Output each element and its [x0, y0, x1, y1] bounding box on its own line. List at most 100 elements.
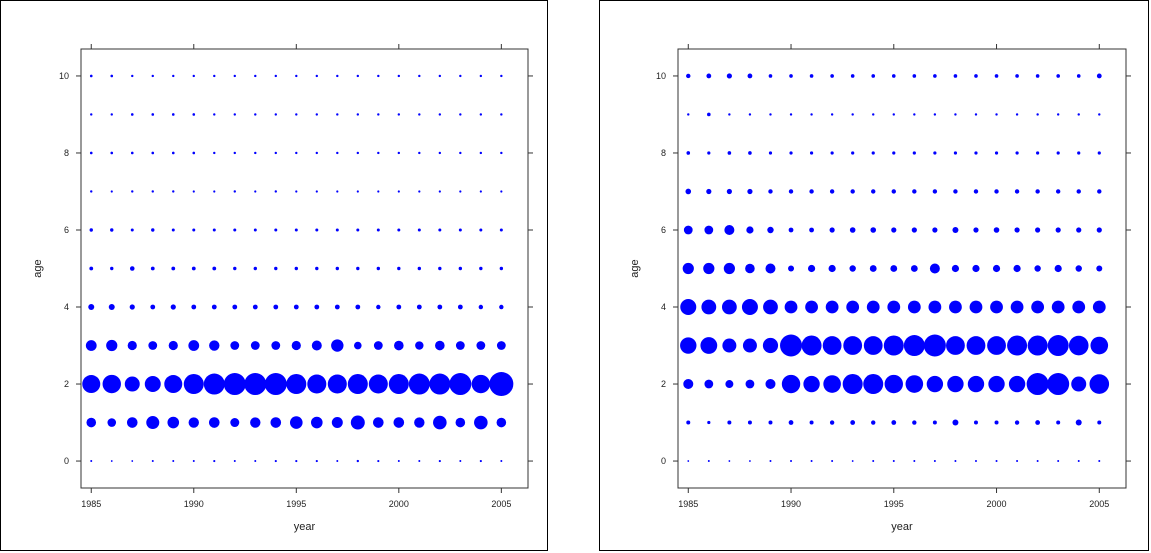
bubble-point — [749, 460, 751, 462]
bubble-point — [700, 337, 718, 354]
bubble-point — [356, 266, 360, 271]
bubble-point — [191, 266, 196, 271]
bubble-point — [437, 304, 443, 310]
bubble-point — [233, 151, 236, 155]
bubble-point — [90, 460, 93, 463]
bubble-point — [208, 417, 220, 428]
bubble-point — [254, 113, 257, 116]
bubble-point — [294, 266, 298, 271]
y-tick-label: 8 — [64, 148, 69, 158]
x-tick-label: 1985 — [81, 499, 101, 509]
bubble-point — [188, 417, 199, 428]
bubble-point — [809, 151, 814, 155]
bubble-point — [768, 74, 773, 78]
bubble-point — [172, 74, 175, 78]
bubble-point — [129, 304, 135, 310]
bubble-point — [164, 375, 183, 394]
bubble-point — [110, 190, 113, 193]
y-tick-label: 10 — [656, 71, 666, 81]
bubble-point — [801, 335, 822, 356]
bubble-point — [870, 227, 877, 233]
bubble-point — [789, 74, 793, 78]
bubble-point — [851, 151, 855, 155]
bubble-point — [107, 418, 117, 427]
bubble-point — [458, 228, 462, 232]
bubble-point — [315, 113, 319, 116]
bubble-point — [1051, 300, 1065, 314]
bubble-point — [723, 262, 735, 275]
bubble-point — [151, 74, 154, 78]
y-tick-label: 2 — [64, 379, 69, 389]
bubble-point — [274, 228, 278, 232]
bubble-point — [969, 300, 983, 314]
bubble-point — [479, 266, 483, 271]
bubble-point — [706, 73, 712, 79]
bubble-point — [438, 266, 442, 271]
bubble-point — [438, 190, 441, 193]
bubble-point — [397, 266, 401, 271]
bubble-point — [842, 374, 863, 395]
bubble-point — [974, 113, 978, 116]
bubble-point — [377, 113, 380, 116]
bubble-point — [250, 341, 260, 350]
bubble-point — [429, 373, 451, 395]
bubble-chart-right: 0 2 4 6 8 10 1985 1990 1995 2000 2005 year age — [629, 44, 1131, 533]
bubble-point — [435, 340, 445, 351]
bubble-point — [124, 376, 140, 392]
bubbles — [680, 73, 1110, 463]
bubble-point — [706, 188, 712, 195]
bubble-point — [336, 74, 339, 78]
bubble-point — [1077, 460, 1080, 463]
bubble-point — [829, 227, 835, 233]
bubble-point — [86, 417, 97, 428]
bubble-point — [89, 74, 93, 78]
bubble-point — [1008, 375, 1026, 393]
bubble-point — [377, 190, 380, 193]
bubble-point — [335, 228, 339, 232]
bubble-point — [913, 460, 916, 463]
bubble-point — [295, 151, 298, 155]
x-tick-label: 2000 — [987, 499, 1007, 509]
bubble-point — [994, 74, 999, 78]
bubble-point — [726, 73, 732, 79]
bubble-point — [1075, 419, 1082, 426]
bubble-point — [356, 190, 359, 193]
bubble-point — [1092, 300, 1106, 314]
bubble-point — [953, 189, 958, 194]
bubble-point — [1098, 460, 1101, 463]
bubble-point — [295, 190, 298, 193]
bubble-point — [1034, 265, 1041, 272]
bubble-point — [1047, 335, 1069, 357]
bubble-point — [784, 300, 798, 314]
bubble-point — [1014, 420, 1020, 425]
bubble-point — [850, 189, 855, 194]
bubble-point — [768, 420, 773, 425]
bubble-point — [1056, 420, 1061, 425]
bubble-point — [686, 151, 691, 155]
bubble-point — [254, 190, 257, 193]
bubble-point — [1055, 189, 1061, 194]
bubble-point — [911, 227, 917, 233]
bubble-point — [993, 227, 1000, 233]
bubble-point — [130, 151, 134, 155]
bubble-point — [496, 341, 506, 350]
bubble-point — [1076, 74, 1081, 78]
bubble-point — [1047, 373, 1070, 396]
x-tick-label: 1995 — [884, 499, 904, 509]
bubble-point — [825, 300, 839, 314]
x-tick-label: 2000 — [389, 499, 409, 509]
bubble-point — [953, 74, 958, 78]
bubble-point — [171, 266, 176, 271]
bubble-point — [1056, 151, 1060, 155]
bubble-point — [449, 373, 472, 396]
bubble-point — [912, 420, 917, 425]
bubble-point — [192, 460, 195, 463]
bubble-point — [476, 341, 486, 350]
bubble-point — [131, 190, 134, 193]
bubble-point — [1035, 227, 1041, 233]
bubble-point — [82, 375, 101, 394]
bubble-point — [928, 300, 942, 314]
bubble-point — [830, 113, 834, 116]
bubble-point — [846, 300, 860, 314]
bubble-point — [150, 304, 156, 310]
